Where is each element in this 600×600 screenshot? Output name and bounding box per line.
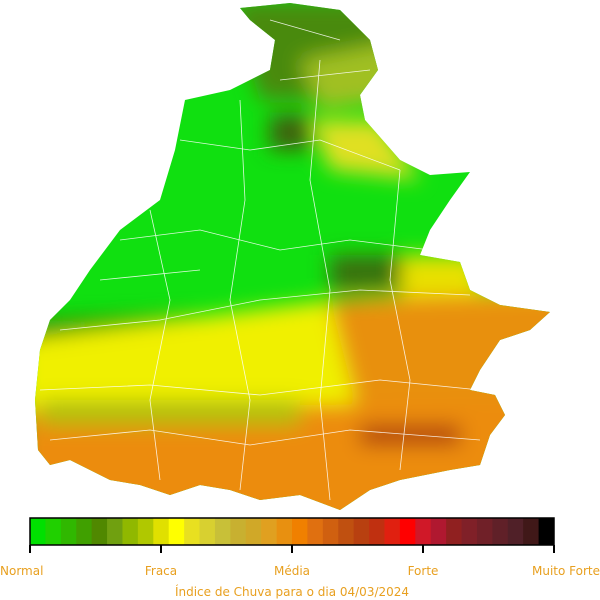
legend-swatch [338,518,355,545]
legend-swatch [507,518,524,545]
legend-swatch [369,518,385,545]
legend-swatch [446,518,462,545]
legend-swatch [276,518,293,545]
legend-swatch [322,518,339,545]
legend-label: Fraca [145,564,177,578]
legend-label: Média [274,564,310,578]
legend-swatch [492,518,509,545]
legend-swatch [245,518,262,545]
legend-swatch [538,518,555,545]
legend-swatch [137,518,154,545]
legend-swatch [307,518,324,545]
legend-label: Muito Forte [532,564,600,578]
legend-swatch [230,518,247,545]
caption: Índice de Chuva para o dia 04/03/2024 [175,584,409,599]
legend-swatch [60,518,77,545]
legend-swatch [122,518,139,545]
legend-swatch [292,518,308,545]
legend-swatch [214,518,231,545]
legend-label: Normal [0,564,43,578]
legend-swatch [199,518,216,545]
legend-swatch [523,518,539,545]
legend-swatch [184,518,200,545]
legend-swatch [261,518,277,545]
legend-swatch [45,518,62,545]
legend-swatch [430,518,447,545]
legend-swatch [384,518,401,545]
legend-swatch [353,518,370,545]
legend-swatch [168,518,185,545]
legend-swatch [30,518,46,545]
legend-swatch [399,518,416,545]
legend-swatch [107,518,123,545]
legend-swatch [461,518,478,545]
legend-swatch [153,518,170,545]
legend-swatch [476,518,493,545]
legend: Normal Fraca Média Forte Muito Forte [0,517,600,578]
legend-swatch [76,518,93,545]
legend-swatch [91,518,108,545]
legend-swatch [415,518,432,545]
map [35,3,550,510]
legend-label: Forte [408,564,439,578]
